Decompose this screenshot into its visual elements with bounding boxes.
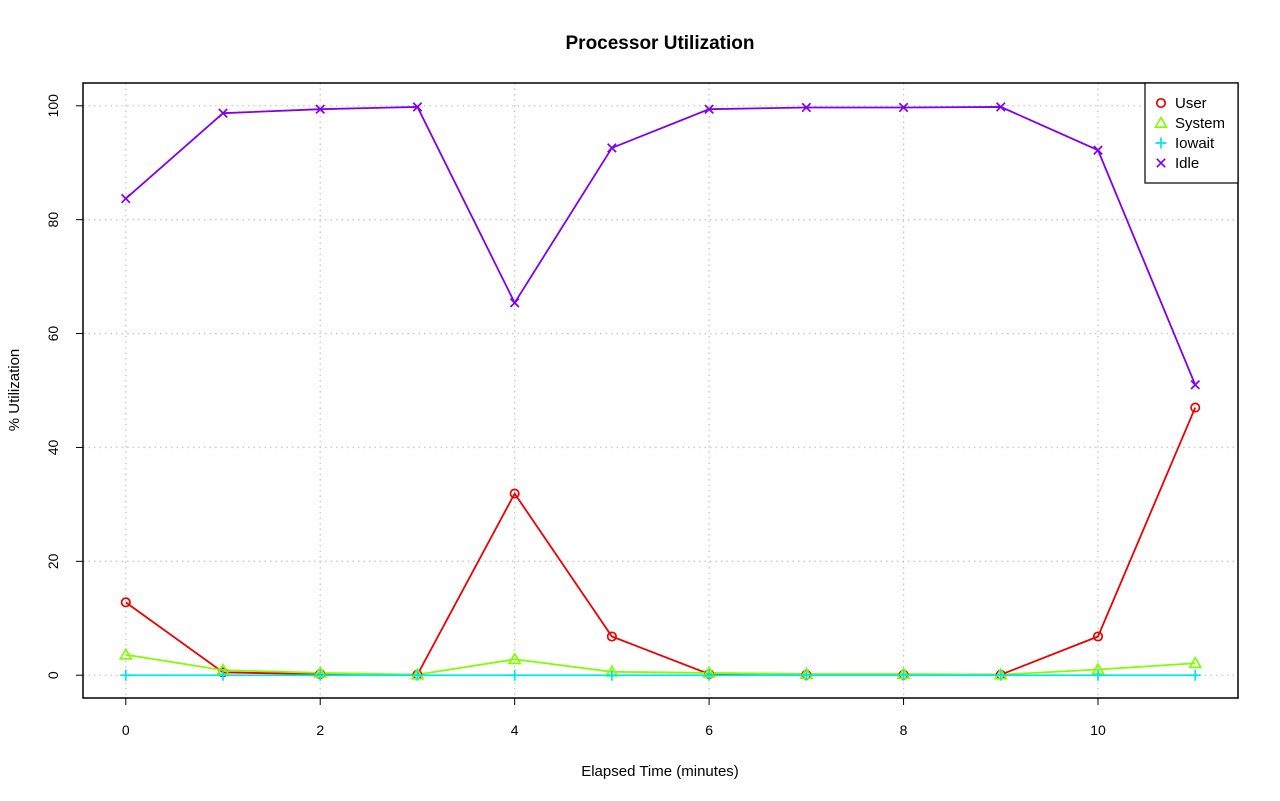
legend-label-iowait: Iowait: [1175, 135, 1215, 152]
data-point-iowait: [898, 669, 910, 681]
y-axis: 0 20 40 60 80 100: [45, 94, 83, 679]
data-point-idle: [509, 298, 520, 308]
legend-marker-user: [1155, 97, 1167, 109]
data-point-iowait: [606, 669, 618, 681]
legend-marker-system: [1154, 115, 1168, 128]
y-tick-label: 80: [45, 212, 61, 228]
x-tick-label: 0: [122, 722, 130, 738]
data-point-idle: [898, 102, 909, 113]
y-tick-label: 40: [45, 439, 61, 455]
data-point-idle: [1093, 145, 1103, 155]
series-markers: [118, 102, 1203, 681]
data-point-idle: [704, 104, 714, 114]
grid-lines: [83, 83, 1238, 698]
chart-title: Processor Utilization: [566, 33, 755, 54]
series-line-idle: [125, 106, 1197, 386]
legend-marker-iowait: [1155, 137, 1167, 149]
x-tick-label: 2: [316, 722, 324, 738]
data-point-idle: [218, 108, 228, 118]
data-point-user: [1190, 402, 1201, 413]
data-point-iowait: [314, 669, 326, 681]
x-axis: 0 2 4 6 8 10: [122, 698, 1106, 738]
data-point-iowait: [800, 669, 812, 681]
x-tick-label: 10: [1090, 722, 1106, 738]
data-point-system: [118, 647, 133, 660]
data-point-iowait: [217, 669, 229, 681]
data-point-user: [120, 597, 131, 608]
data-point-iowait: [1189, 669, 1201, 681]
x-axis-label: Elapsed Time (minutes): [581, 763, 739, 780]
data-point-idle: [607, 143, 617, 153]
data-point-user: [1092, 631, 1104, 642]
legend-label-idle: Idle: [1175, 155, 1199, 172]
data-point-user: [509, 488, 520, 499]
y-axis-label: % Utilization: [6, 349, 23, 432]
data-point-system: [507, 652, 522, 665]
legend-label-system: System: [1175, 115, 1225, 132]
data-point-iowait: [509, 669, 521, 681]
y-tick-label: 100: [45, 94, 61, 118]
y-tick-label: 60: [45, 326, 61, 342]
data-point-idle: [1190, 380, 1201, 390]
data-point-iowait: [995, 669, 1007, 681]
x-tick-label: 8: [900, 722, 908, 738]
data-point-idle: [801, 102, 812, 113]
series-line-system: [125, 653, 1196, 676]
data-point-user: [606, 631, 617, 642]
data-point-idle: [315, 104, 326, 114]
data-point-iowait: [1092, 669, 1104, 681]
data-point-idle: [995, 102, 1006, 112]
legend-marker-idle: [1156, 158, 1166, 168]
x-tick-label: 6: [705, 722, 713, 738]
series-line-user: [125, 407, 1197, 676]
plot-frame: [82, 82, 1239, 699]
data-point-iowait: [703, 669, 715, 681]
data-point-idle: [120, 193, 131, 204]
data-point-iowait: [411, 669, 423, 681]
data-point-system: [1188, 656, 1203, 669]
y-tick-label: 20: [45, 553, 61, 569]
legend-label-user: User: [1175, 95, 1207, 112]
data-point-idle: [412, 102, 423, 112]
y-tick-label: 0: [45, 671, 61, 679]
x-tick-label: 4: [511, 722, 519, 738]
legend: User System Iowait Idle: [1144, 82, 1239, 184]
series-lines: [125, 106, 1197, 677]
data-point-iowait: [120, 669, 132, 681]
